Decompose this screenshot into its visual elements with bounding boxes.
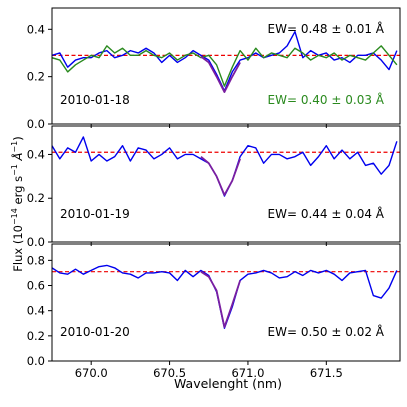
date-label: 2010-01-20 xyxy=(60,325,130,339)
y-tick-label: 0.0 xyxy=(27,235,45,249)
y-axis-label-pre: Flux (10 xyxy=(11,225,25,272)
x-tick-label: 671.0 xyxy=(231,366,264,380)
series-line-0 xyxy=(52,136,398,197)
y-tick-label: 0.6 xyxy=(27,279,45,293)
series-line-1 xyxy=(200,270,241,328)
series-line-2 xyxy=(200,55,241,93)
x-tick-label: 671.5 xyxy=(310,366,343,380)
y-axis-label: Flux (10−14 erg s−1 Å−1) xyxy=(10,136,25,271)
y-axis-label-exp2: −1 xyxy=(10,164,19,176)
series-line-0 xyxy=(52,264,398,329)
panel-frame xyxy=(51,7,401,125)
plot-area xyxy=(52,30,400,93)
ew-annotation: EW= 0.50 ± 0.02 Å xyxy=(268,324,385,339)
y-tick-label: 0.4 xyxy=(27,22,45,36)
y-axis-label-exp3: −1 xyxy=(10,141,19,153)
plot-area xyxy=(52,264,400,329)
date-label: 2010-01-18 xyxy=(60,93,130,107)
y-axis-label-unit: Å xyxy=(10,152,25,161)
series-line-0 xyxy=(52,30,398,92)
series-line-1 xyxy=(52,45,398,87)
ew-annotation: EW= 0.44 ± 0.04 Å xyxy=(268,206,385,221)
y-tick-label: 0.2 xyxy=(27,191,45,205)
y-axis-label-mid: erg s xyxy=(11,176,25,208)
date-label: 2010-01-19 xyxy=(60,207,130,221)
panel-frame xyxy=(51,243,401,362)
ew-annotation: EW= 0.48 ± 0.01 Å xyxy=(268,21,385,36)
ew-annotation: EW= 0.40 ± 0.03 Å xyxy=(268,92,385,107)
panel-2010-01-20: 0.0 0.2 0.4 0.6 0.8 2010-01-20 EW= 0.50 ± 0.02… xyxy=(27,243,401,368)
y-tick-label: 0.8 xyxy=(27,253,45,267)
panel-2010-01-19: 0.0 0.2 0.4 2010-01-19 EW= 0.44 ± 0.04 Å xyxy=(27,125,401,249)
x-tick-label: 670.0 xyxy=(75,366,108,380)
y-tick-label: 0.0 xyxy=(27,117,45,131)
x-axis-label: Wavelenght (nm) xyxy=(174,376,282,391)
y-tick-label: 0.4 xyxy=(27,147,45,161)
y-tick-label: 0.0 xyxy=(27,354,45,368)
y-tick-label: 0.2 xyxy=(27,329,45,343)
x-axis: 670.0 670.5 671.0 671.5 xyxy=(75,366,343,380)
series-line-1 xyxy=(200,155,241,196)
y-axis-label-post: ) xyxy=(11,136,25,141)
y-axis-label-exp1: −14 xyxy=(10,208,19,225)
y-tick-label: 0.4 xyxy=(27,304,45,318)
panel-2010-01-18: 0.0 0.2 0.4 2010-01-18 EW= 0.48 ± 0.01 Å EW= … xyxy=(27,7,401,131)
plot-area xyxy=(52,136,400,197)
panels-layer: 0.0 0.2 0.4 2010-01-18 EW= 0.48 ± 0.01 Å EW= … xyxy=(27,7,401,368)
y-tick-label: 0.2 xyxy=(27,70,45,84)
panel-frame xyxy=(51,125,401,243)
x-tick-label: 670.5 xyxy=(153,366,186,380)
